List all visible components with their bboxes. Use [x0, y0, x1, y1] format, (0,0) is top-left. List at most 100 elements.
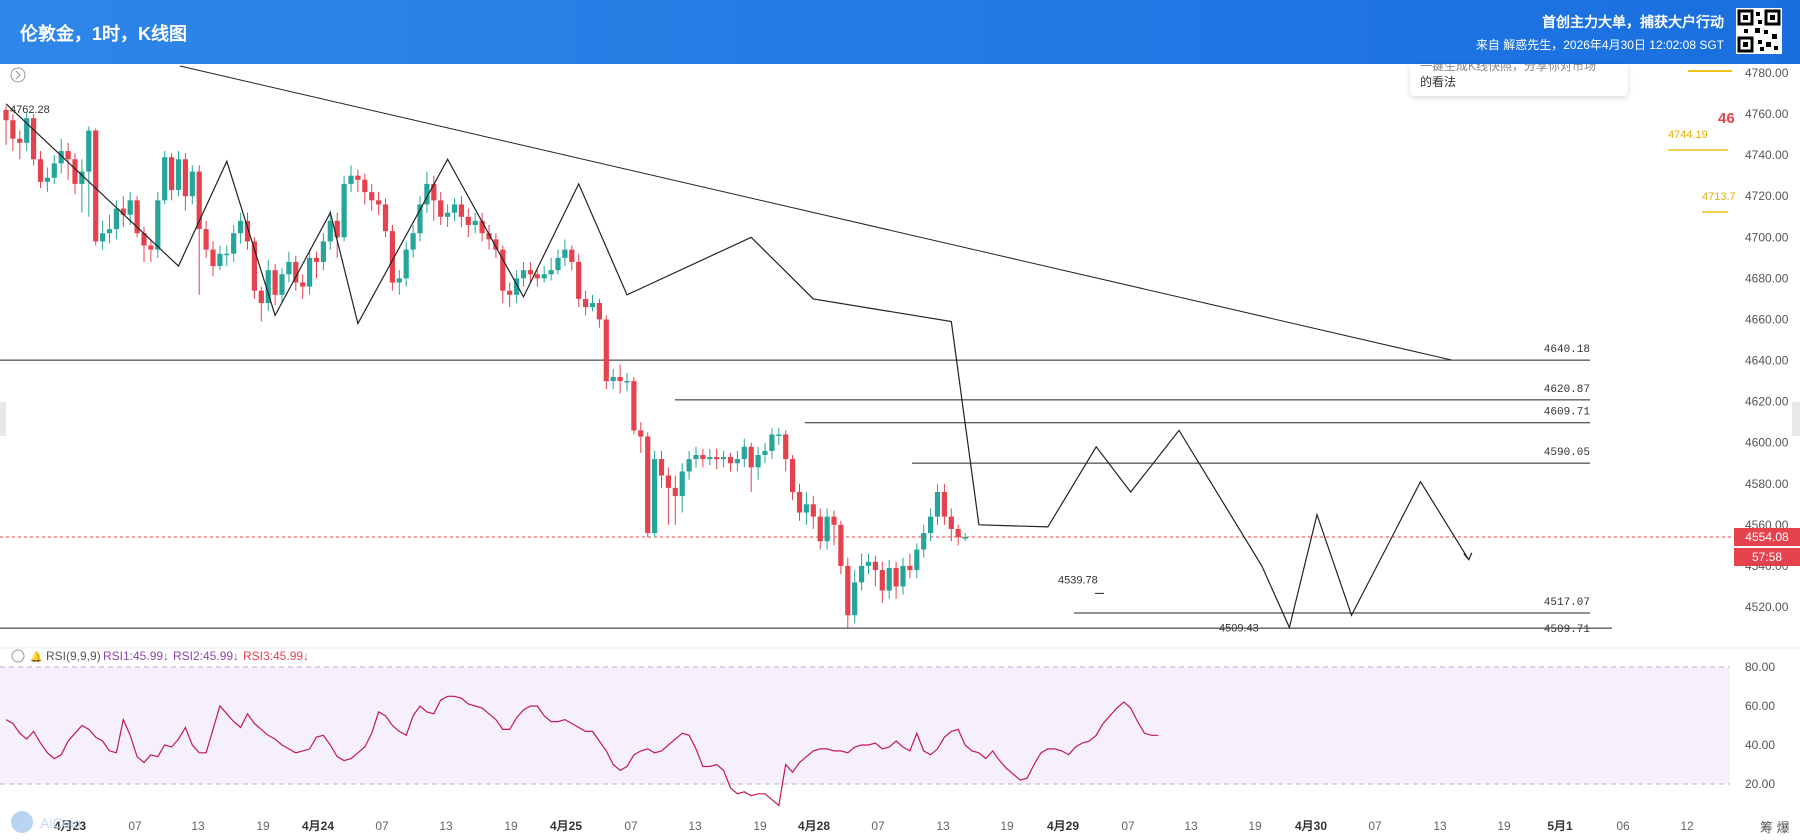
candle-body [307, 257, 313, 287]
expand-icon[interactable] [10, 67, 26, 83]
candle-body [244, 220, 251, 242]
candle-body [886, 567, 892, 591]
promo-text[interactable]: 首创主力大单，捕获大户行动 [1542, 14, 1724, 30]
time-axis-tick: 19 [753, 819, 767, 833]
candle-body [403, 249, 409, 279]
candle-body [948, 516, 954, 529]
left-panel-handle[interactable] [0, 402, 6, 436]
time-axis-tick: 13 [936, 819, 950, 833]
time-axis-tick: 07 [1368, 819, 1382, 833]
candle-body [438, 200, 444, 217]
candle-body [941, 491, 947, 517]
candle-body [610, 376, 616, 382]
candle-body [127, 200, 133, 215]
price-axis-tick: 4700.00 [1745, 230, 1789, 244]
candle-body [162, 157, 168, 201]
chart-title: 伦敦金，1时，K线图 [20, 24, 188, 44]
candle-body [272, 270, 278, 295]
qr-code-icon[interactable] [1736, 8, 1782, 54]
chart-area[interactable]: 4520.004540.004560.004580.004600.004620.… [0, 64, 1800, 840]
candle-body [776, 434, 782, 436]
candle-body [169, 157, 175, 191]
rsi-title: RSI(9,9,9) [46, 649, 101, 663]
high-label: 4762.28 [10, 104, 50, 116]
time-axis-tick: 4月23 [54, 819, 86, 833]
candle-body [37, 159, 44, 182]
candle-body [748, 446, 754, 468]
candle-body [458, 204, 464, 217]
candle-body [341, 183, 347, 238]
candle-body [589, 303, 596, 308]
right-panel-handle[interactable] [1792, 402, 1800, 436]
collapse-icon[interactable] [11, 649, 25, 663]
snapshot-tooltip[interactable]: 一键生成K线快照，分享你对市场 的看法 [1410, 64, 1628, 96]
candle-body [541, 274, 547, 279]
candle-body [196, 171, 202, 230]
candle-body [251, 241, 257, 291]
last-price-tag[interactable] [1734, 528, 1800, 547]
rsi-line [5, 695, 1159, 807]
candle-body [569, 249, 575, 262]
candle-body [217, 253, 223, 267]
time-axis-tick: 19 [256, 819, 270, 833]
rsi-axis-tick: 60.00 [1745, 699, 1775, 713]
candle-body [928, 516, 934, 534]
side-label: 4713.7 [1702, 191, 1736, 203]
rsi-axis-tick: 40.00 [1745, 738, 1775, 752]
candle-body [652, 459, 658, 534]
bell-icon: 🔔 [30, 651, 42, 663]
candle-body [645, 436, 651, 534]
time-axis-tick: 5月1 [1547, 819, 1573, 833]
candle-body [962, 537, 968, 539]
candle-body [527, 270, 533, 275]
time-axis-tick: 4月24 [302, 819, 334, 833]
candle-body [65, 151, 71, 160]
candle-body [872, 561, 878, 571]
candle-body [603, 319, 609, 382]
candle-body [362, 179, 368, 193]
candle-body [445, 212, 451, 217]
price-axis-tick: 4740.00 [1745, 148, 1789, 162]
side-label: 4744.19 [1668, 129, 1708, 141]
candle-body [520, 270, 527, 279]
rsi-band [0, 667, 1730, 784]
time-axis-tick: 13 [688, 819, 702, 833]
chevron-right-icon [15, 70, 21, 80]
candle-body [472, 220, 478, 225]
candle-body [348, 175, 354, 184]
candle-body [631, 381, 637, 431]
candle-body [327, 220, 333, 242]
candle-body [203, 229, 209, 250]
candle-body [534, 274, 540, 279]
candle-body [658, 459, 665, 476]
candle-body [900, 565, 906, 587]
logo-watermark-icon [11, 811, 33, 833]
price-axis-tick: 4620.00 [1745, 395, 1789, 409]
low-mark-label: 4539.78 [1058, 574, 1098, 586]
candle-body [286, 261, 292, 275]
candle-body [141, 233, 147, 246]
trend-line [179, 65, 1453, 361]
tooltip-line-1: 一键生成K线快照，分享你对市场 [1420, 64, 1597, 73]
time-axis-tick: 19 [1497, 819, 1511, 833]
candle-body [907, 565, 913, 571]
countdown-tag [1734, 548, 1800, 567]
candle-body [134, 200, 140, 234]
candle-body [189, 171, 195, 197]
countdown-text: 57:58 [1752, 550, 1782, 564]
candle-body [31, 118, 37, 160]
tooltip-line-2: 的看法 [1420, 75, 1457, 89]
candle-body [369, 192, 375, 201]
time-axis-tick: 13 [1184, 819, 1198, 833]
candle-body [182, 159, 188, 197]
candle-body [562, 249, 568, 258]
candle-body [79, 171, 85, 184]
candle-body [714, 457, 720, 460]
candle-body [810, 504, 816, 517]
candle-body [431, 183, 437, 201]
wave-arrow [1463, 552, 1473, 561]
candle-body [507, 290, 513, 295]
candle-body [831, 516, 837, 525]
candle-body [265, 270, 271, 304]
time-axis-tick: 13 [439, 819, 453, 833]
